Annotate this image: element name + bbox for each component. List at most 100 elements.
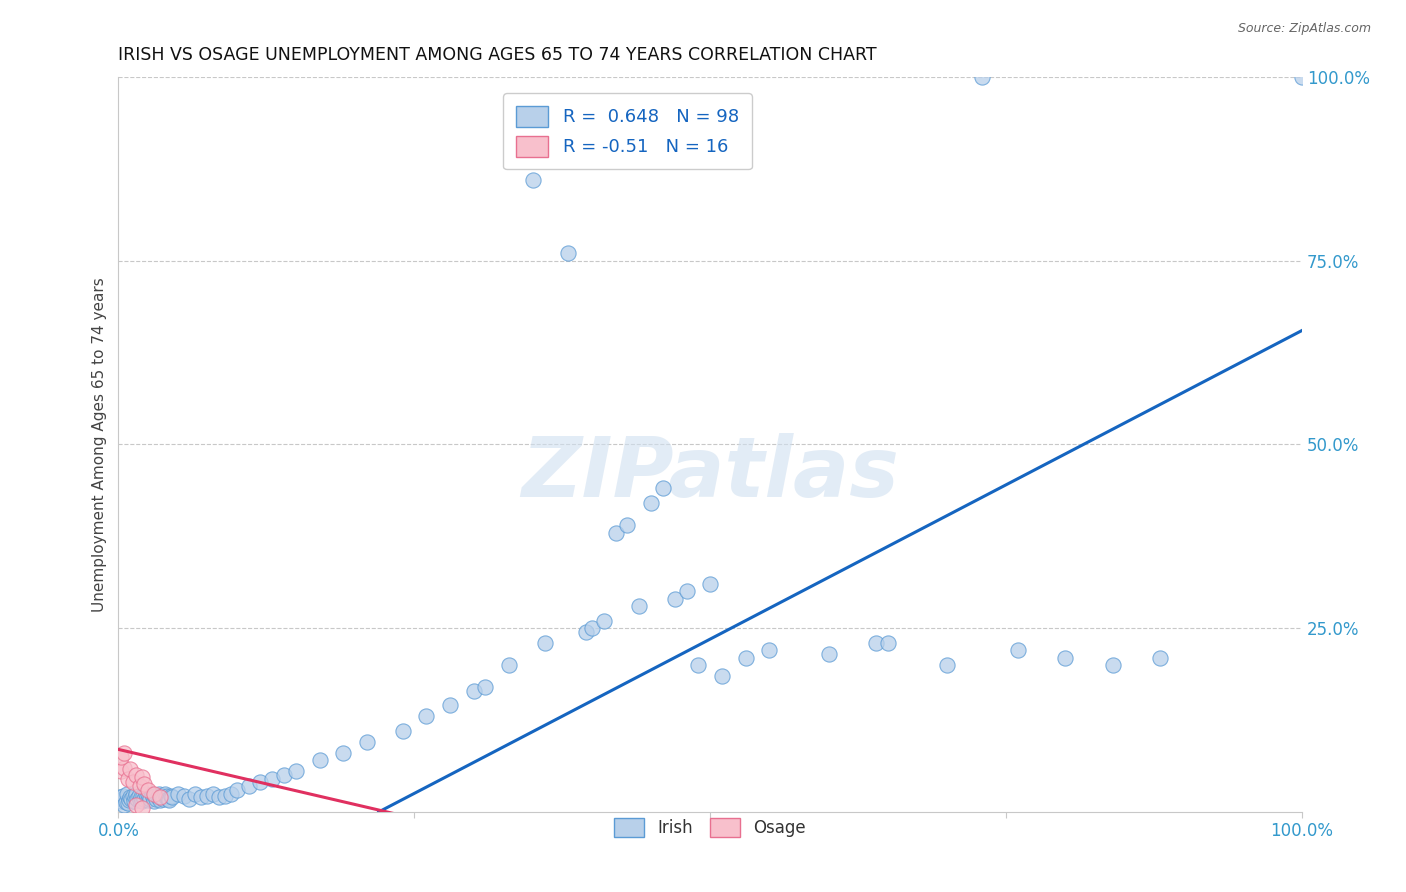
Point [136,782,159,797]
Point [138,789,160,803]
Point [112,761,135,775]
Point [664,591,686,606]
Point [122,794,145,808]
Point [125,768,148,782]
Point [118,793,141,807]
Point [146,790,169,805]
Point [605,525,627,540]
Point [121,775,143,789]
Point [533,636,555,650]
Point [415,709,437,723]
Point [675,584,697,599]
Point [160,790,183,805]
Point [121,789,143,803]
Point [202,787,225,801]
Point [112,797,135,812]
Point [592,614,614,628]
Point [136,793,159,807]
Point [150,790,173,805]
Point [128,779,150,793]
Point [581,621,603,635]
Point [865,636,887,650]
Point [132,789,155,803]
Point [128,793,150,807]
Point [125,787,148,801]
Point [112,789,135,803]
Point [131,794,153,808]
Point [148,787,170,801]
Point [150,789,173,803]
Point [734,650,756,665]
Point [225,782,247,797]
Point [142,790,165,805]
Point [699,577,721,591]
Point [876,636,898,650]
Point [214,789,236,803]
Point [1101,657,1123,672]
Point [153,787,176,801]
Text: ZIPatlas: ZIPatlas [522,434,900,515]
Point [173,789,195,803]
Point [152,791,174,805]
Point [463,683,485,698]
Point [356,735,378,749]
Point [114,795,136,809]
Point [208,790,231,805]
Point [141,787,163,801]
Point [332,746,354,760]
Point [108,790,131,805]
Point [110,794,132,808]
Point [112,746,135,760]
Point [157,793,180,807]
Point [128,789,150,803]
Point [1149,650,1171,665]
Point [439,698,461,713]
Point [711,669,734,683]
Point [157,791,180,805]
Point [156,789,179,803]
Legend: Irish, Osage: Irish, Osage [607,812,813,844]
Point [110,764,132,779]
Point [127,791,149,805]
Point [159,789,181,803]
Point [142,787,165,801]
Point [758,643,780,657]
Point [125,797,148,812]
Point [238,779,260,793]
Point [134,791,156,805]
Point [273,768,295,782]
Point [262,772,284,786]
Point [111,791,134,805]
Point [195,789,218,803]
Point [134,777,156,791]
Point [1054,650,1077,665]
Point [557,246,579,260]
Point [124,790,146,805]
Text: Source: ZipAtlas.com: Source: ZipAtlas.com [1237,22,1371,36]
Point [110,749,132,764]
Point [131,801,153,815]
Point [190,790,212,805]
Point [135,790,157,805]
Point [129,790,152,805]
Point [149,790,172,805]
Point [115,787,138,801]
Point [1291,70,1313,84]
Point [391,724,413,739]
Point [149,793,172,807]
Point [688,657,710,672]
Point [139,791,162,805]
Point [120,762,142,776]
Point [498,657,520,672]
Point [936,657,959,672]
Y-axis label: Unemployment Among Ages 65 to 74 years: Unemployment Among Ages 65 to 74 years [93,277,107,612]
Point [142,794,165,808]
Point [817,647,839,661]
Point [249,775,271,789]
Point [117,796,139,810]
Point [522,173,544,187]
Point [640,496,662,510]
Point [155,790,177,805]
Point [285,764,308,779]
Point [145,791,167,805]
